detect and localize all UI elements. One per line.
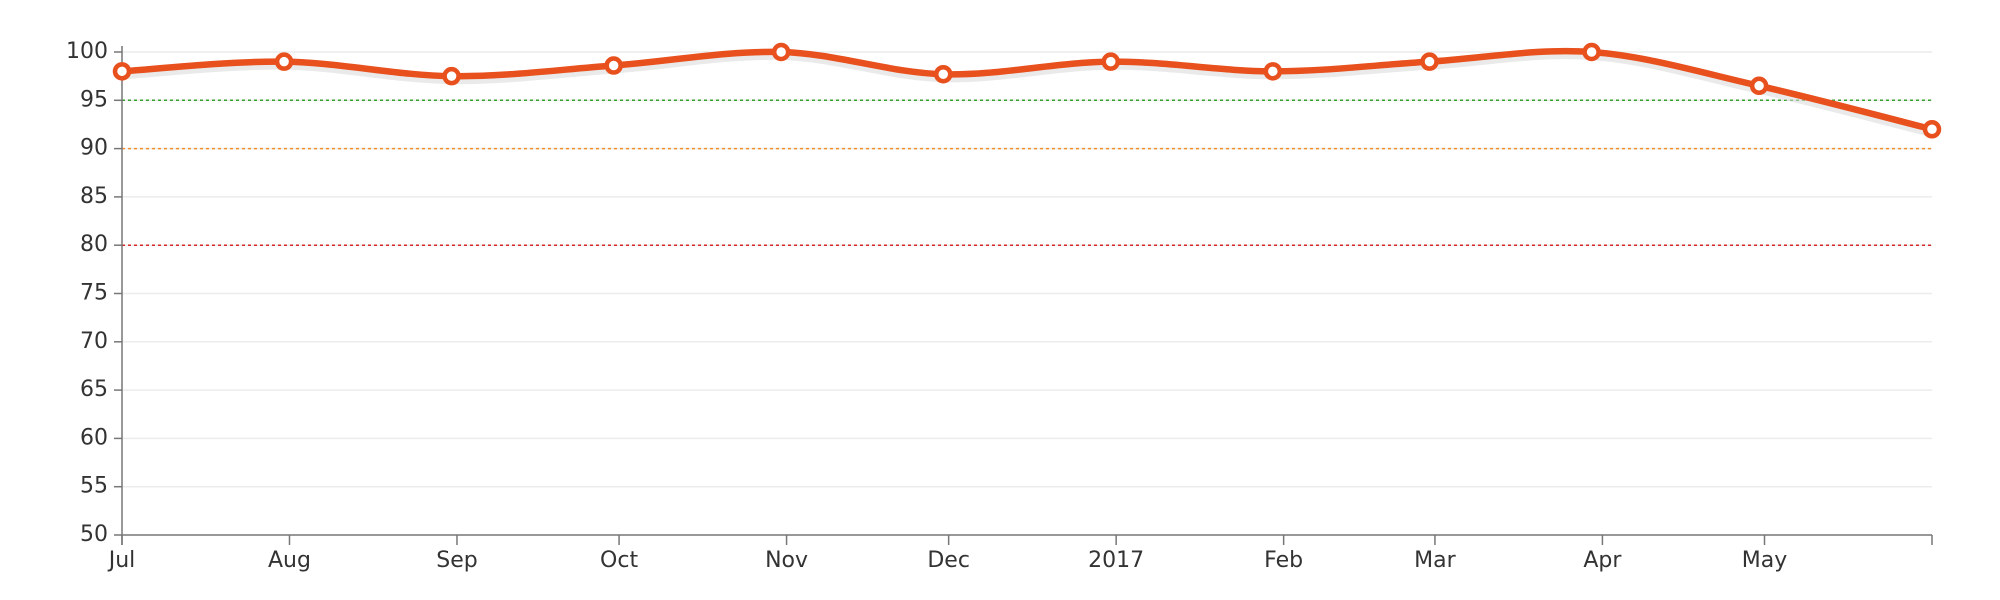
x-tick-label-apr: Apr bbox=[1583, 548, 1622, 573]
y-tick-label-85: 85 bbox=[80, 184, 108, 209]
y-tick-label-65: 65 bbox=[80, 377, 108, 402]
data-point-2017-01-30[interactable] bbox=[1263, 62, 1283, 81]
x-tick-label-aug: Aug bbox=[268, 548, 311, 573]
y-tick-label-100: 100 bbox=[66, 39, 108, 64]
y-tick-label-60: 60 bbox=[80, 425, 108, 450]
x-tick-label-jul: Jul bbox=[107, 548, 136, 573]
y-tick-label-50: 50 bbox=[80, 522, 108, 547]
data-point-2016-08-31[interactable] bbox=[442, 66, 461, 86]
x-tick-label-may: May bbox=[1742, 548, 1787, 573]
y-tick-label-95: 95 bbox=[80, 87, 108, 112]
data-point-2017-02-28[interactable] bbox=[1420, 52, 1439, 71]
axes: 50 55 60 65 70 75 80 85 90 95 100 Jul Aug Sep Oct Nov De… bbox=[66, 39, 1933, 573]
data-point-2016-07-31[interactable] bbox=[274, 52, 294, 71]
series-line bbox=[118, 47, 1936, 133]
x-tick-label-nov: Nov bbox=[765, 548, 808, 573]
x-tick-label-2017: 2017 bbox=[1088, 548, 1144, 573]
y-tick-label-90: 90 bbox=[80, 136, 108, 161]
x-tick-label-mar: Mar bbox=[1414, 548, 1456, 573]
gridlines bbox=[122, 51, 1932, 488]
y-tick-label-75: 75 bbox=[80, 281, 108, 306]
x-tick-label-feb: Feb bbox=[1264, 548, 1303, 573]
data-point-2016-12-31[interactable] bbox=[1101, 52, 1120, 71]
data-point-2016-07-01[interactable] bbox=[112, 62, 132, 81]
x-tick-label-sep: Sep bbox=[436, 548, 477, 573]
reference-lines bbox=[122, 99, 1932, 246]
data-point-2017-03-30[interactable] bbox=[1582, 42, 1601, 62]
x-tick-label-dec: Dec bbox=[927, 548, 970, 573]
y-tick-label-70: 70 bbox=[80, 329, 108, 354]
data-point-2017-04-30[interactable] bbox=[1749, 76, 1769, 96]
data-point-2016-09-30[interactable] bbox=[604, 56, 623, 75]
series-layer bbox=[112, 42, 1942, 139]
data-point-2017-06-01[interactable] bbox=[1922, 120, 1942, 139]
data-point-2016-11-30[interactable] bbox=[934, 64, 953, 84]
x-tick-label-oct: Oct bbox=[600, 548, 638, 573]
y-tick-label-55: 55 bbox=[80, 474, 108, 499]
y-tick-label-80: 80 bbox=[80, 232, 108, 257]
data-point-2016-10-31[interactable] bbox=[771, 42, 791, 62]
